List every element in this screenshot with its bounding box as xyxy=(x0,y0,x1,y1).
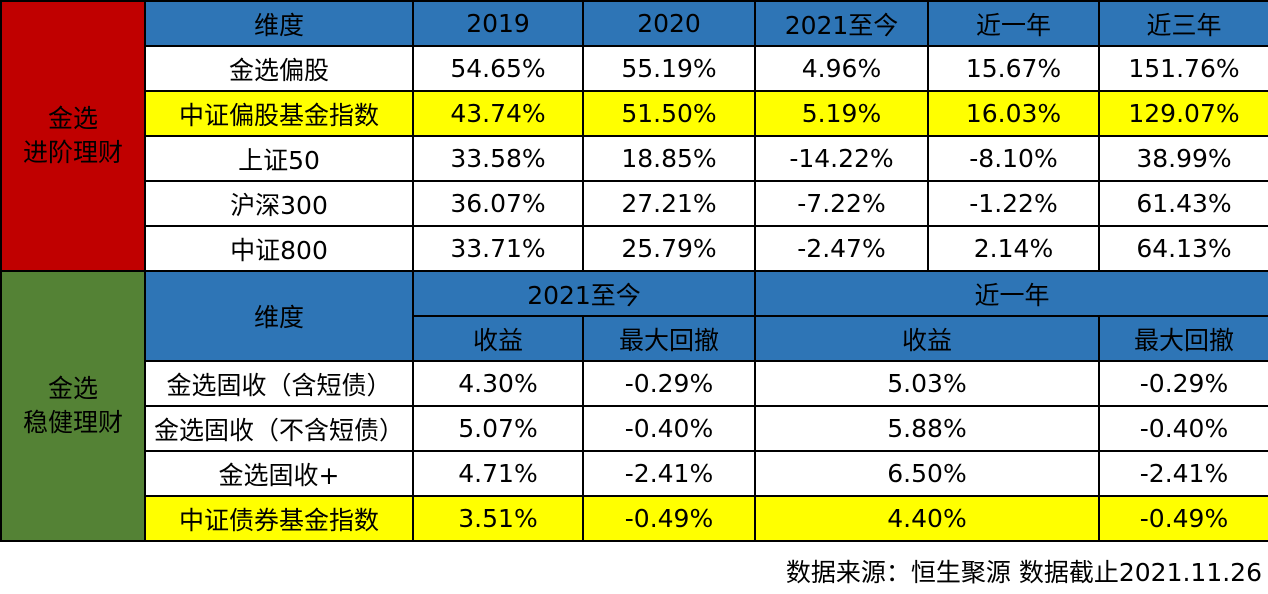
table-cell: 64.13% xyxy=(1098,225,1268,272)
table-cell: -2.41% xyxy=(1098,450,1268,497)
table-cell: 5.19% xyxy=(754,90,929,137)
table-cell: 151.76% xyxy=(1098,45,1268,92)
table-row: 上证50 33.58% 18.85% -14.22% -8.10% 38.99% xyxy=(1,135,1268,182)
table-cell: 54.65% xyxy=(412,45,584,92)
header-past-three-years: 近三年 xyxy=(1098,0,1268,47)
table-cell: -0.40% xyxy=(582,405,756,452)
row-label: 沪深300 xyxy=(144,180,414,227)
table-cell: -2.41% xyxy=(582,450,756,497)
subheader-return: 收益 xyxy=(754,315,1100,362)
table-cell: 129.07% xyxy=(1098,90,1268,137)
top-header-row: 金选 进阶理财 维度 2019 2020 2021至今 近一年 近三年 xyxy=(0,0,1268,272)
row-label: 金选固收（不含短债） xyxy=(144,405,414,452)
row-label: 金选固收（含短债） xyxy=(144,360,414,407)
table-cell: -0.40% xyxy=(1098,405,1268,452)
table-cell: -8.10% xyxy=(927,135,1100,182)
section-label-line: 稳健理财 xyxy=(22,408,123,437)
header-2021-ytd: 2021至今 xyxy=(412,270,756,317)
table-cell: 15.67% xyxy=(927,45,1100,92)
table-cell: 5.07% xyxy=(412,405,584,452)
table-cell: 3.51% xyxy=(412,495,584,542)
table-cell: 51.50% xyxy=(582,90,756,137)
table-row: 金选固收+ 4.71% -2.41% 6.50% -2.41% xyxy=(1,450,1268,497)
row-label: 中证债券基金指数 xyxy=(144,495,414,542)
table-cell: -0.29% xyxy=(1098,360,1268,407)
table-cell: 25.79% xyxy=(582,225,756,272)
table-cell: 43.74% xyxy=(412,90,584,137)
table-cell: 4.30% xyxy=(412,360,584,407)
table-cell: 4.71% xyxy=(412,450,584,497)
table-cell: 6.50% xyxy=(754,450,1100,497)
bottom-header-row: 金选 稳健理财 维度 2021至今 近一年 xyxy=(0,270,1268,542)
header-2020: 2020 xyxy=(582,0,756,47)
row-label: 中证800 xyxy=(144,225,414,272)
header-2021-ytd: 2021至今 xyxy=(754,0,929,47)
table-cell: 55.19% xyxy=(582,45,756,92)
performance-table: 金选 进阶理财 维度 2019 2020 2021至今 近一年 近三年 金选偏股… xyxy=(0,0,1268,542)
table-row: 沪深300 36.07% 27.21% -7.22% -1.22% 61.43% xyxy=(1,180,1268,227)
table-cell: -7.22% xyxy=(754,180,929,227)
subheader-max-drawdown: 最大回撤 xyxy=(1098,315,1268,362)
table-cell: 18.85% xyxy=(582,135,756,182)
table-cell: 27.21% xyxy=(582,180,756,227)
table-cell: -0.49% xyxy=(1098,495,1268,542)
subheader-max-drawdown: 最大回撤 xyxy=(582,315,756,362)
header-dimension: 维度 xyxy=(144,0,414,47)
table-cell: 33.58% xyxy=(412,135,584,182)
header-dimension: 维度 xyxy=(144,270,414,362)
table-cell: 16.03% xyxy=(927,90,1100,137)
header-past-year: 近一年 xyxy=(927,0,1100,47)
table-cell: -0.29% xyxy=(582,360,756,407)
table-cell: 61.43% xyxy=(1098,180,1268,227)
table-row: 中证债券基金指数 3.51% -0.49% 4.40% -0.49% xyxy=(1,495,1268,542)
data-source-note: 数据来源：恒生聚源 数据截止2021.11.26 xyxy=(785,558,1262,587)
table-cell: 33.71% xyxy=(412,225,584,272)
section-label-line: 金选 xyxy=(47,104,98,133)
bottom-subheader-row: 收益 最大回撤 收益 最大回撤 xyxy=(1,315,1268,362)
table-row: 中证800 33.71% 25.79% -2.47% 2.14% 64.13% xyxy=(1,225,1268,272)
section-label-steady: 金选 稳健理财 xyxy=(0,270,146,542)
table-row: 金选偏股 54.65% 55.19% 4.96% 15.67% 151.76% xyxy=(1,45,1268,92)
table-cell: 5.88% xyxy=(754,405,1100,452)
section-label-line: 金选 xyxy=(47,374,98,403)
header-past-year: 近一年 xyxy=(754,270,1268,317)
header-2019: 2019 xyxy=(412,0,584,47)
table-cell: 4.96% xyxy=(754,45,929,92)
table-row: 中证偏股基金指数 43.74% 51.50% 5.19% 16.03% 129.… xyxy=(1,90,1268,137)
subheader-return: 收益 xyxy=(412,315,584,362)
section-label-advanced: 金选 进阶理财 xyxy=(0,0,146,272)
table-cell: -14.22% xyxy=(754,135,929,182)
row-label: 中证偏股基金指数 xyxy=(144,90,414,137)
section-label-line: 进阶理财 xyxy=(22,138,123,167)
table-cell: 5.03% xyxy=(754,360,1100,407)
table-cell: 38.99% xyxy=(1098,135,1268,182)
table-cell: -1.22% xyxy=(927,180,1100,227)
table-cell: 4.40% xyxy=(754,495,1100,542)
table-cell: -2.47% xyxy=(754,225,929,272)
table-row: 金选固收（不含短债） 5.07% -0.40% 5.88% -0.40% xyxy=(1,405,1268,452)
table-cell: 2.14% xyxy=(927,225,1100,272)
table-cell: 36.07% xyxy=(412,180,584,227)
row-label: 上证50 xyxy=(144,135,414,182)
table-cell: -0.49% xyxy=(582,495,756,542)
row-label: 金选偏股 xyxy=(144,45,414,92)
row-label: 金选固收+ xyxy=(144,450,414,497)
table-row: 金选固收（含短债） 4.30% -0.29% 5.03% -0.29% xyxy=(1,360,1268,407)
